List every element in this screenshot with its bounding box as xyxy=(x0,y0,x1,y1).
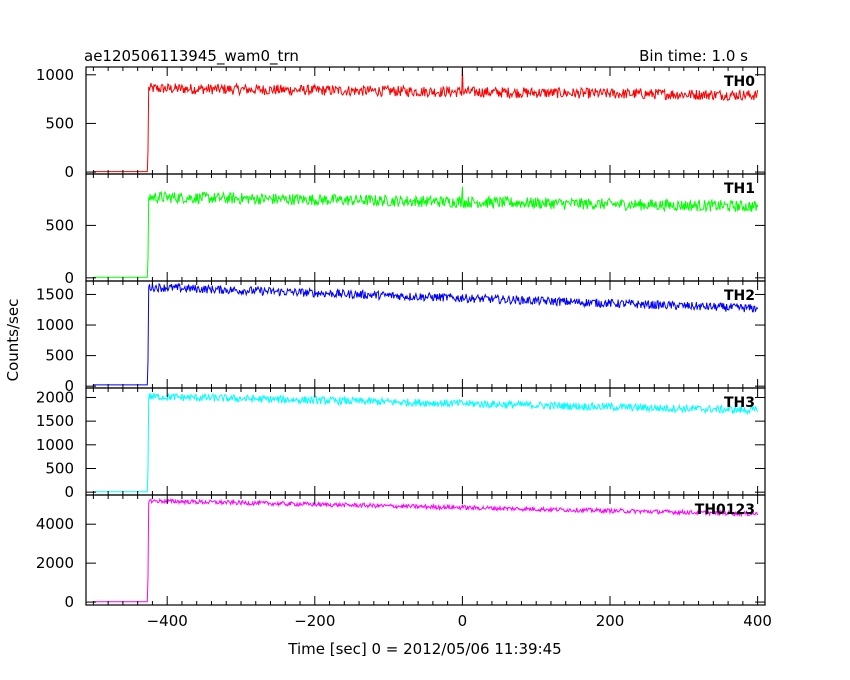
y-tick-label: 500 xyxy=(45,216,74,234)
y-axis-label: Counts/sec xyxy=(4,299,22,382)
chart-title: ae120506113945_wam0_trn xyxy=(84,47,299,66)
x-axis-label: Time [sec] 0 = 2012/05/06 11:39:45 xyxy=(287,640,561,658)
y-tick-label: 1500 xyxy=(36,285,74,303)
x-tick-label: 0 xyxy=(458,612,468,630)
series-line-th2 xyxy=(93,282,759,386)
series-line-th1 xyxy=(93,186,759,278)
x-tick-label: 400 xyxy=(743,612,772,630)
plot-area: 0 500 1000 TH0 0 500 TH1 0 500 1000 1500 TH2 0 500 100… xyxy=(36,66,772,630)
y-tick-label: 0 xyxy=(64,483,74,501)
series-line-th0123 xyxy=(93,497,759,603)
y-tick-label: 500 xyxy=(45,114,74,132)
y-tick-label: 1000 xyxy=(36,436,74,454)
series-line-th3 xyxy=(93,392,759,493)
y-tick-label: 1000 xyxy=(36,66,74,84)
panel-label-th3: TH3 xyxy=(724,395,755,411)
chart-subtitle: Bin time: 1.0 s xyxy=(639,47,748,65)
x-tick-label: −200 xyxy=(294,612,335,630)
x-tick-label: 200 xyxy=(596,612,625,630)
y-tick-label: 500 xyxy=(45,347,74,365)
y-tick-label: 500 xyxy=(45,459,74,477)
panel-label-th0: TH0 xyxy=(724,74,755,90)
y-tick-label: 1500 xyxy=(36,412,74,430)
panel-label-th0123: TH0123 xyxy=(695,502,755,518)
series-line-th0 xyxy=(93,66,759,173)
y-tick-label: 2000 xyxy=(36,554,74,572)
y-tick-label: 4000 xyxy=(36,515,74,533)
panel-label-th1: TH1 xyxy=(724,181,755,197)
y-tick-label: 2000 xyxy=(36,388,74,406)
y-tick-label: 1000 xyxy=(36,316,74,334)
y-tick-label: 0 xyxy=(64,163,74,181)
y-tick-label: 0 xyxy=(64,377,74,395)
panel-frame xyxy=(85,173,766,282)
y-tick-label: 0 xyxy=(64,269,74,287)
y-tick-label: 0 xyxy=(64,593,74,611)
x-tick-label: −400 xyxy=(147,612,188,630)
panel-frame xyxy=(85,494,766,606)
panel-label-th2: TH2 xyxy=(724,288,755,304)
panel-frame xyxy=(85,66,766,175)
